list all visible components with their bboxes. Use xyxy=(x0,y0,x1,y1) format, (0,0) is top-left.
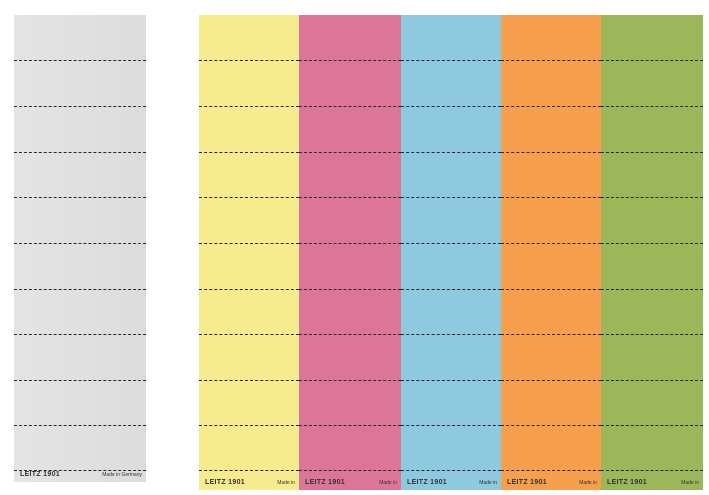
perforation xyxy=(199,152,299,153)
perforation xyxy=(601,425,703,426)
perforation xyxy=(601,197,703,198)
label-strip: LEITZ 1901 Made in xyxy=(199,15,299,490)
perforation xyxy=(299,60,401,61)
perforation xyxy=(601,106,703,107)
origin-label: Made in xyxy=(277,480,295,486)
origin-label: Made in xyxy=(379,480,397,486)
label-strip: LEITZ 1901 Made in xyxy=(299,15,401,490)
perforation xyxy=(601,243,703,244)
perforation xyxy=(14,380,146,381)
perforation xyxy=(14,106,146,107)
perforation xyxy=(199,197,299,198)
perforation xyxy=(501,243,601,244)
perforation xyxy=(199,334,299,335)
perforation xyxy=(14,197,146,198)
perforation xyxy=(14,243,146,244)
label-strip: LEITZ 1901 Made in Germany xyxy=(14,15,146,482)
perforation xyxy=(199,470,299,471)
perforation xyxy=(401,380,501,381)
brand-label: LEITZ 1901 xyxy=(607,479,647,486)
origin-label: Made in Germany xyxy=(102,472,142,478)
perforation xyxy=(401,470,501,471)
perforation xyxy=(299,197,401,198)
perforation xyxy=(401,425,501,426)
perforation xyxy=(299,152,401,153)
label-strip: LEITZ 1901 Made in xyxy=(601,15,703,490)
perforation xyxy=(199,106,299,107)
perforation xyxy=(501,60,601,61)
perforation xyxy=(401,289,501,290)
perforation xyxy=(401,243,501,244)
perforation xyxy=(401,152,501,153)
perforation xyxy=(299,243,401,244)
perforation xyxy=(199,243,299,244)
perforation xyxy=(401,334,501,335)
perforation xyxy=(601,289,703,290)
perforation xyxy=(199,380,299,381)
perforation xyxy=(601,60,703,61)
perforation xyxy=(299,425,401,426)
perforation xyxy=(401,60,501,61)
perforation xyxy=(501,152,601,153)
perforation xyxy=(501,289,601,290)
perforation xyxy=(199,60,299,61)
perforation xyxy=(501,470,601,471)
perforation xyxy=(14,60,146,61)
perforation xyxy=(501,425,601,426)
perforation xyxy=(601,380,703,381)
brand-label: LEITZ 1901 xyxy=(507,479,547,486)
brand-label: LEITZ 1901 xyxy=(305,479,345,486)
perforation xyxy=(299,380,401,381)
perforation xyxy=(299,289,401,290)
perforation xyxy=(299,106,401,107)
brand-label: LEITZ 1901 xyxy=(407,479,447,486)
perforation xyxy=(601,334,703,335)
perforation xyxy=(14,425,146,426)
origin-label: Made in xyxy=(579,480,597,486)
perforation xyxy=(501,106,601,107)
origin-label: Made in xyxy=(681,480,699,486)
perforation xyxy=(199,289,299,290)
perforation xyxy=(501,197,601,198)
perforation xyxy=(299,470,401,471)
perforation xyxy=(601,470,703,471)
perforation xyxy=(199,425,299,426)
perforation xyxy=(299,334,401,335)
brand-label: LEITZ 1901 xyxy=(20,471,60,478)
perforation xyxy=(601,152,703,153)
perforation xyxy=(14,289,146,290)
perforation xyxy=(501,334,601,335)
perforation xyxy=(401,197,501,198)
perforation xyxy=(14,152,146,153)
label-strip: LEITZ 1901 Made in xyxy=(401,15,501,490)
perforation xyxy=(14,470,146,471)
perforation xyxy=(14,334,146,335)
perforation xyxy=(501,380,601,381)
origin-label: Made in xyxy=(479,480,497,486)
perforation xyxy=(401,106,501,107)
brand-label: LEITZ 1901 xyxy=(205,479,245,486)
label-strip: LEITZ 1901 Made in xyxy=(501,15,601,490)
